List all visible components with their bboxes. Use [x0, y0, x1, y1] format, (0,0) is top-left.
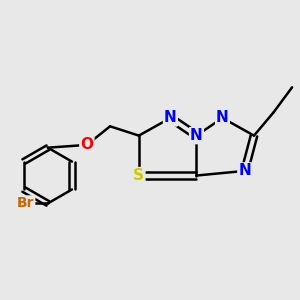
- Text: N: N: [164, 110, 177, 125]
- Text: N: N: [190, 128, 203, 143]
- Text: Br: Br: [17, 196, 34, 210]
- Text: N: N: [216, 110, 229, 125]
- Text: O: O: [80, 137, 93, 152]
- Text: N: N: [238, 164, 251, 178]
- Text: S: S: [134, 168, 144, 183]
